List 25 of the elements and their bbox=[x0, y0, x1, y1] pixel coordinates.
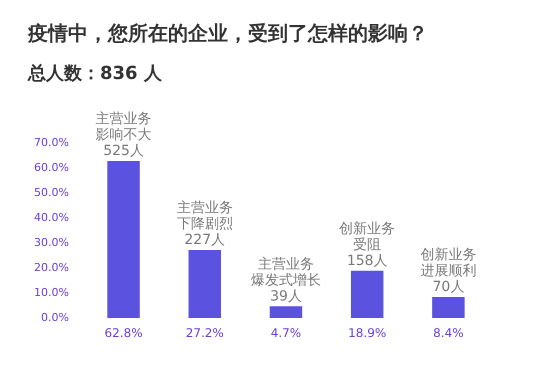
bar bbox=[432, 297, 465, 318]
bar bbox=[270, 306, 302, 318]
chart-title: 疫情中，您所在的企业，受到了怎样的影响？ bbox=[28, 20, 428, 47]
bar bbox=[107, 161, 140, 318]
bar bbox=[188, 250, 222, 318]
data-label: 8.4% bbox=[433, 326, 464, 340]
y-tick-label: 50.0% bbox=[34, 186, 69, 199]
y-tick-label: 70.0% bbox=[34, 136, 69, 149]
annotation: 主营业务爆发式增长39人 bbox=[250, 256, 321, 304]
annotation: 主营业务下降剧烈227人 bbox=[176, 200, 233, 248]
chart-subtitle: 总人数：836 人 bbox=[28, 62, 162, 85]
y-tick-label: 10.0% bbox=[34, 286, 69, 299]
y-tick-label: 40.0% bbox=[34, 210, 69, 224]
data-label: 4.7% bbox=[270, 326, 302, 340]
annotation: 创新业务受阻158人 bbox=[339, 220, 396, 269]
bar bbox=[350, 270, 384, 318]
y-tick-label: 30.0% bbox=[34, 236, 69, 249]
y-tick-label: 0.0% bbox=[40, 310, 69, 324]
annotation: 主营业务影响不大525人 bbox=[96, 111, 152, 159]
annotation: 创新业务进展顺利70人 bbox=[420, 247, 476, 295]
data-label: 18.9% bbox=[348, 326, 386, 340]
y-tick-label: 20.0% bbox=[34, 260, 69, 274]
y-tick-label: 60.0% bbox=[34, 160, 69, 174]
data-label: 27.2% bbox=[186, 326, 224, 340]
data-label: 62.8% bbox=[104, 326, 143, 340]
